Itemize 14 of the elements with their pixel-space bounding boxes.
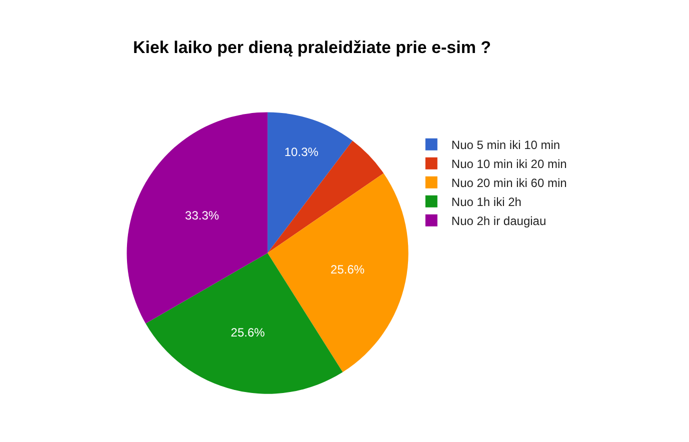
legend-label: Nuo 10 min iki 20 min [451, 157, 567, 172]
data-label: 25.6% [230, 325, 266, 340]
pie-slice [268, 173, 408, 372]
legend-label: Nuo 1h iki 2h [451, 195, 522, 210]
chart-title: Kiek laiko per dieną praleidžiate prie e-sim ? [132, 38, 492, 58]
data-label: 10.3% [284, 144, 319, 159]
data-label: 25.6% [330, 262, 365, 277]
pie-slice [126, 112, 268, 324]
legend-label: Nuo 5 min iki 10 min [451, 138, 560, 152]
data-label: 33.3% [185, 208, 220, 222]
legend-label: Nuo 2h ir daugiau [451, 214, 546, 228]
pie-slice [268, 112, 353, 254]
pie-slice [268, 140, 384, 254]
legend-label: Nuo 20 min iki 60 min [451, 176, 567, 190]
